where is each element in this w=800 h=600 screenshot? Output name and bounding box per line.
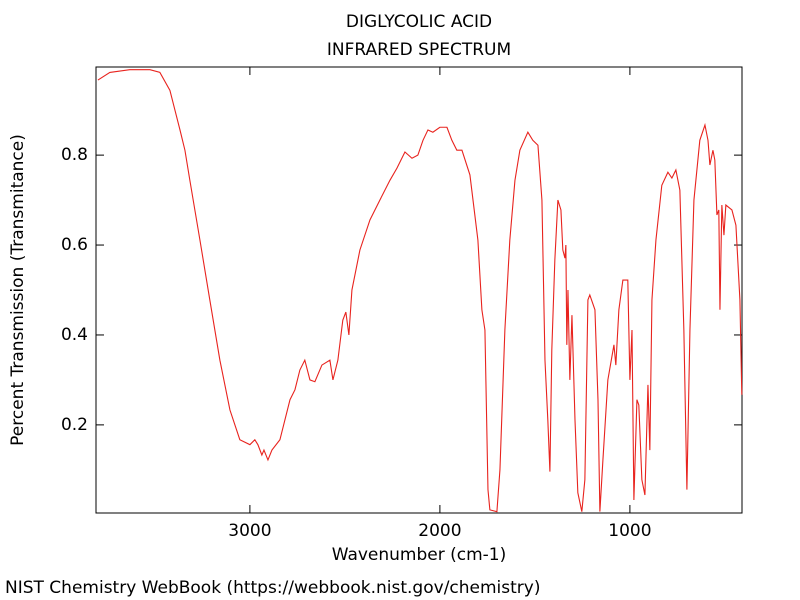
- x-tick-label: 2000: [418, 521, 461, 541]
- spectrum-line: [97, 69, 743, 513]
- chart-subtitle: INFRARED SPECTRUM: [327, 40, 511, 60]
- y-tick-label: 0.6: [61, 235, 88, 255]
- y-tick-label: 0.2: [61, 415, 88, 435]
- chart-title: DIGLYCOLIC ACID: [346, 12, 492, 32]
- y-axis-label: Percent Transmission (Transmitance): [8, 134, 28, 446]
- x-tick-label: 3000: [228, 521, 271, 541]
- y-tick-label: 0.4: [61, 325, 88, 345]
- x-tick-label: 1000: [608, 521, 651, 541]
- x-axis-label: Wavenumber (cm-1): [332, 545, 507, 565]
- source-note: NIST Chemistry WebBook (https://webbook.…: [5, 578, 540, 598]
- y-tick-label: 0.8: [61, 145, 88, 165]
- plot-frame: [95, 66, 743, 514]
